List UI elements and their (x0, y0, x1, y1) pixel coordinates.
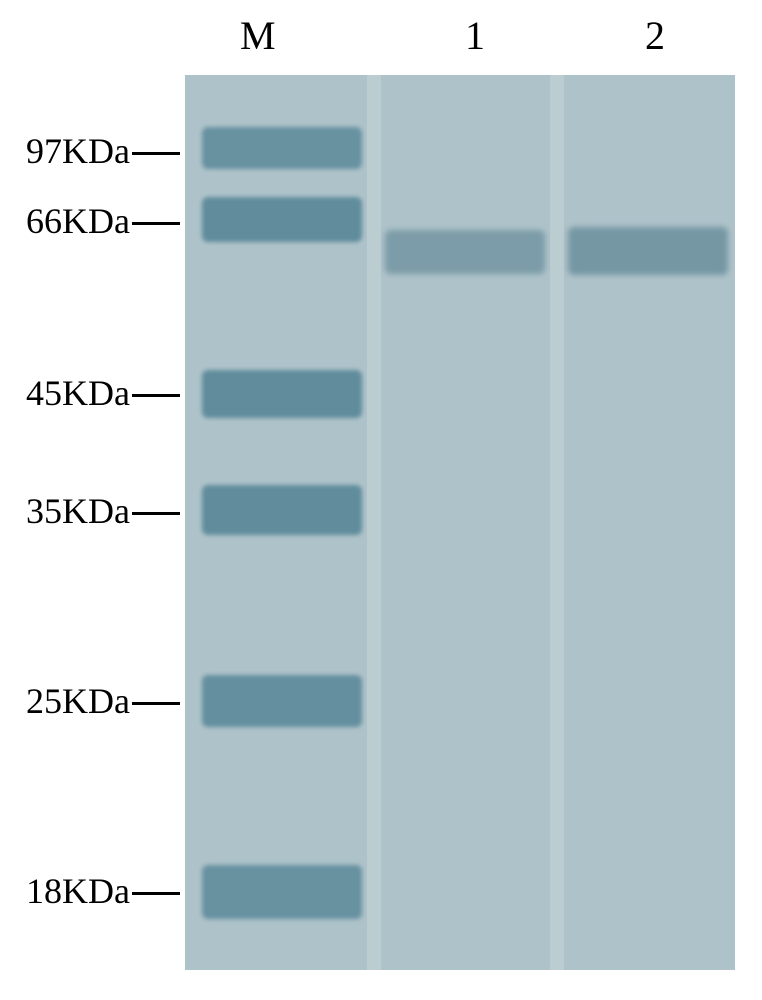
marker-band-97 (202, 127, 362, 169)
lane2-band (568, 227, 728, 275)
marker-band-35 (202, 485, 362, 535)
gel-figure: M 1 2 97KDa 66KDa 45KDa 35KDa 25KDa 18KD… (0, 0, 762, 1000)
lane-label-m: M (240, 12, 276, 59)
lane-m (197, 75, 367, 970)
marker-band-18 (202, 865, 362, 919)
mw-tick-35 (132, 512, 180, 515)
mw-tick-66 (132, 222, 180, 225)
mw-tick-25 (132, 702, 180, 705)
mw-label-97: 97KDa (0, 130, 130, 172)
marker-band-45 (202, 370, 362, 418)
mw-label-25: 25KDa (0, 680, 130, 722)
mw-tick-45 (132, 394, 180, 397)
mw-tick-97 (132, 152, 180, 155)
lane-label-2: 2 (645, 12, 665, 59)
lane-separator (550, 75, 564, 970)
mw-label-35: 35KDa (0, 490, 130, 532)
lane1-band (385, 230, 545, 274)
lane-separator (367, 75, 381, 970)
lane-label-1: 1 (465, 12, 485, 59)
mw-tick-18 (132, 892, 180, 895)
mw-label-18: 18KDa (0, 870, 130, 912)
marker-band-25 (202, 675, 362, 727)
gel-region (185, 75, 735, 970)
marker-band-66 (202, 197, 362, 242)
mw-label-66: 66KDa (0, 200, 130, 242)
mw-label-45: 45KDa (0, 372, 130, 414)
lane-1 (380, 75, 550, 970)
lane-2 (563, 75, 733, 970)
